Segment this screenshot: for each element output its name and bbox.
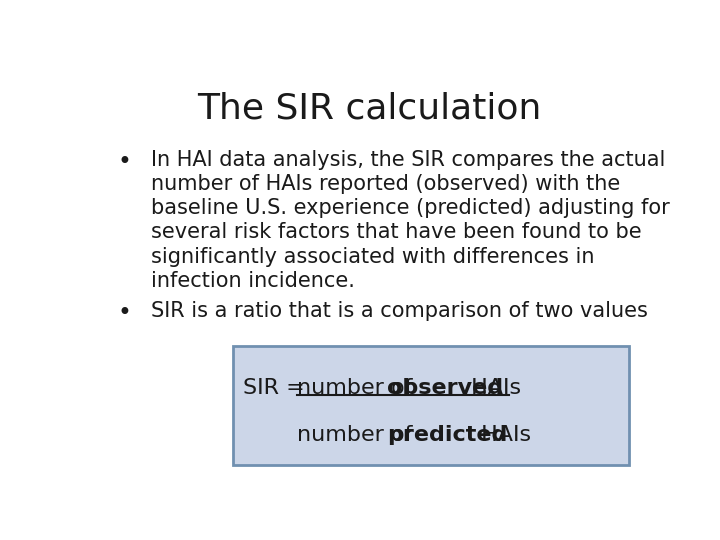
Text: infection incidence.: infection incidence. <box>151 271 355 291</box>
Text: The SIR calculation: The SIR calculation <box>197 92 541 126</box>
Text: SIR =: SIR = <box>243 377 312 397</box>
Text: HAIs: HAIs <box>464 377 521 397</box>
Text: number of HAIs reported (observed) with the: number of HAIs reported (observed) with … <box>151 174 621 194</box>
Text: several risk factors that have been found to be: several risk factors that have been foun… <box>151 222 642 242</box>
Text: HAIs: HAIs <box>474 426 531 446</box>
Text: baseline U.S. experience (predicted) adjusting for: baseline U.S. experience (predicted) adj… <box>151 198 670 218</box>
Text: number of: number of <box>297 377 420 397</box>
Text: significantly associated with differences in: significantly associated with difference… <box>151 246 595 267</box>
Text: •: • <box>118 150 132 174</box>
Text: •: • <box>118 301 132 325</box>
Text: predicted: predicted <box>387 426 507 446</box>
Text: In HAI data analysis, the SIR compares the actual: In HAI data analysis, the SIR compares t… <box>151 150 666 170</box>
Text: number of: number of <box>297 426 420 446</box>
Text: observed: observed <box>387 377 503 397</box>
FancyBboxPatch shape <box>233 346 629 465</box>
Text: SIR is a ratio that is a comparison of two values: SIR is a ratio that is a comparison of t… <box>151 301 648 321</box>
